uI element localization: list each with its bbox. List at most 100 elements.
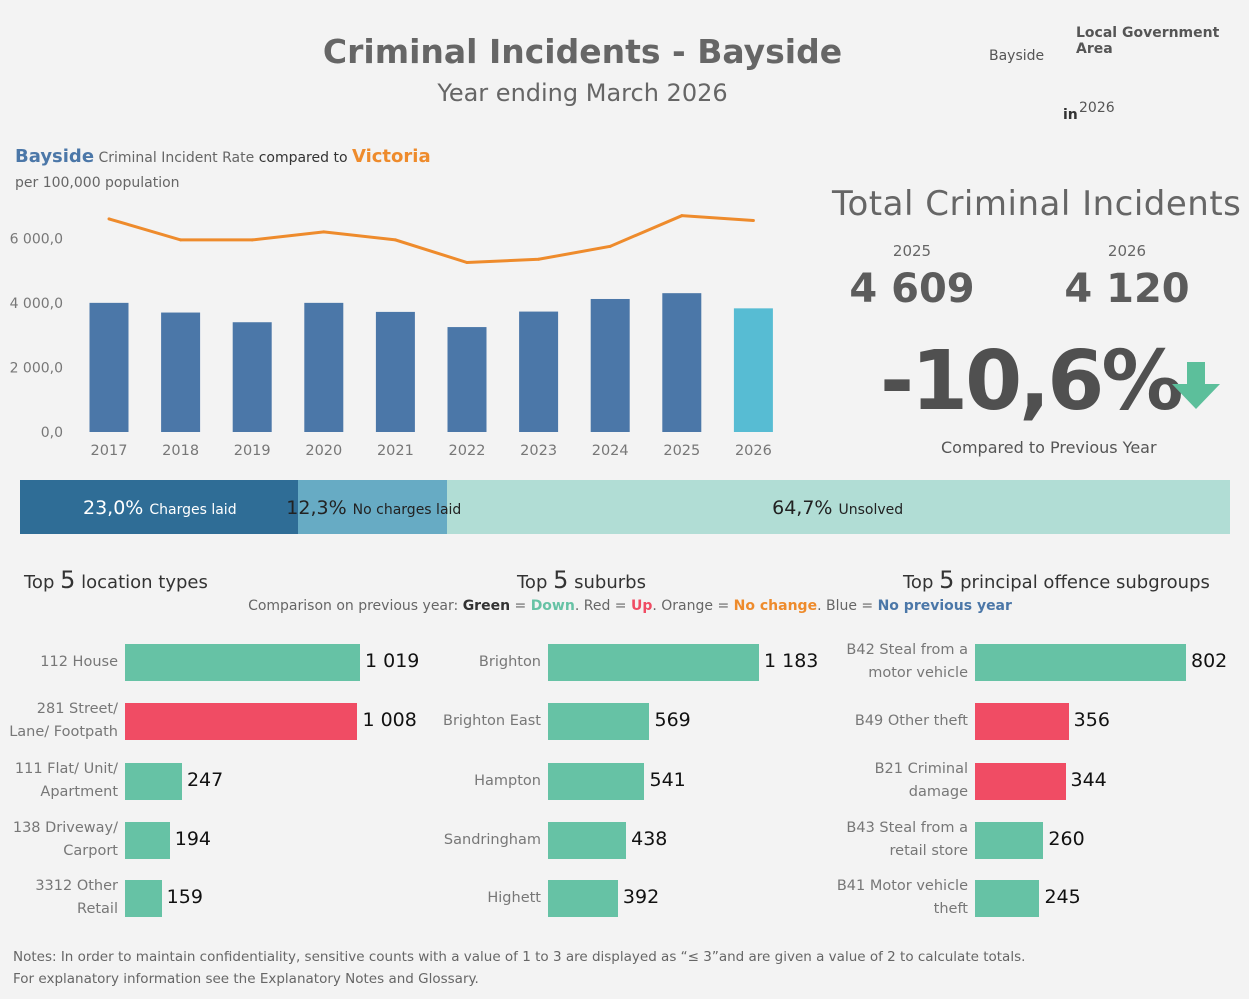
total-prev-value: 4 609 bbox=[849, 266, 975, 312]
rate-bar[interactable] bbox=[662, 293, 702, 432]
total-change-percent: -10,6% bbox=[880, 334, 1184, 429]
top5-bar[interactable] bbox=[975, 762, 1066, 800]
top5-bar[interactable] bbox=[125, 762, 182, 800]
bar-value-label: 438 bbox=[631, 828, 668, 850]
top5-bar[interactable] bbox=[125, 702, 358, 740]
footnote-line-1: Notes: In order to maintain confidential… bbox=[13, 949, 1026, 965]
top5-bar[interactable] bbox=[548, 702, 650, 740]
bar-category-line: Carport bbox=[63, 843, 118, 859]
victoria-rate-point[interactable] bbox=[537, 257, 541, 261]
rate-bar[interactable] bbox=[519, 311, 559, 432]
top-count: 5 bbox=[553, 566, 569, 594]
top5-bar[interactable] bbox=[975, 879, 1040, 917]
x-tick-label: 2023 bbox=[520, 443, 557, 459]
legend-prefix: Comparison on previous year: bbox=[248, 598, 459, 614]
y-tick-label: 4 000,0 bbox=[10, 296, 63, 312]
bar-value-label: 159 bbox=[166, 886, 203, 908]
outcome-segment[interactable]: 64,7% Unsolved bbox=[447, 480, 1230, 534]
legend-eq: = bbox=[717, 598, 730, 614]
victoria-rate-point[interactable] bbox=[322, 230, 326, 234]
bar-value-label: 344 bbox=[1070, 769, 1107, 791]
victoria-rate-point[interactable] bbox=[107, 217, 111, 221]
bar-category-line: B21 Criminal bbox=[874, 761, 968, 777]
bar-category-line: Lane/ Footpath bbox=[9, 724, 118, 740]
rate-bar[interactable] bbox=[733, 308, 773, 432]
page-subtitle: Year ending March 2026 bbox=[437, 79, 728, 107]
bar-value-label: 569 bbox=[654, 709, 691, 731]
bar-value-label: 541 bbox=[649, 769, 686, 791]
total-incidents-title: Total Criminal Incidents bbox=[832, 184, 1242, 224]
bar-category-label: B49 Other theft bbox=[855, 710, 968, 733]
x-tick-label: 2026 bbox=[735, 443, 772, 459]
legend-nochange: No change bbox=[733, 598, 818, 614]
top5-bar[interactable] bbox=[125, 821, 170, 859]
top5-bar[interactable] bbox=[975, 821, 1044, 859]
bar-category-line: B42 Steal from a bbox=[846, 642, 968, 658]
top5-bar[interactable] bbox=[548, 821, 627, 859]
x-tick-label: 2018 bbox=[162, 443, 199, 459]
outcome-percent: 23,0% bbox=[83, 497, 144, 519]
legend-eq: = bbox=[514, 598, 527, 614]
victoria-rate-point[interactable] bbox=[179, 238, 183, 242]
total-current-value: 4 120 bbox=[1064, 266, 1190, 312]
top5-bar[interactable] bbox=[548, 762, 645, 800]
rate-bar[interactable] bbox=[590, 298, 630, 432]
bar-category-line: B49 Other theft bbox=[854, 712, 968, 729]
top-count: 5 bbox=[939, 566, 955, 594]
top-word: Top bbox=[24, 572, 55, 593]
bar-value-label: 1 008 bbox=[362, 709, 417, 731]
legend-blue: Blue bbox=[825, 598, 857, 614]
bar-category-label: Brighton East bbox=[443, 710, 541, 733]
legend-eq: = bbox=[614, 598, 627, 614]
bar-value-label: 1 183 bbox=[764, 650, 819, 672]
victoria-rate-point[interactable] bbox=[465, 261, 469, 264]
top5-bar[interactable] bbox=[548, 879, 618, 917]
bar-value-label: 802 bbox=[1191, 650, 1228, 672]
rate-mid-text: Criminal Incident Rate bbox=[98, 150, 255, 166]
victoria-rate-point[interactable] bbox=[608, 244, 612, 248]
rate-comparison-name: Victoria bbox=[351, 146, 431, 167]
top-locations-label: location types bbox=[81, 572, 208, 593]
bar-category-line: Highett bbox=[487, 889, 541, 906]
y-tick-label: 0,0 bbox=[41, 425, 63, 441]
legend-green: Green bbox=[462, 598, 511, 614]
rate-bar[interactable] bbox=[89, 302, 129, 432]
outcome-stacked-bar: 23,0% Charges laid 12,3% No charges laid 64,… bbox=[20, 480, 1230, 534]
rate-bar[interactable] bbox=[447, 327, 487, 432]
bar-category-line: 111 Flat/ Unit/ bbox=[14, 761, 118, 777]
rate-bar[interactable] bbox=[304, 302, 344, 432]
bar-category-label: Brighton bbox=[479, 651, 541, 674]
rate-bar[interactable] bbox=[232, 322, 272, 432]
top5-bar[interactable] bbox=[125, 643, 360, 681]
top5-bar[interactable] bbox=[975, 643, 1186, 681]
year-filter-value[interactable]: 2026 bbox=[1079, 100, 1115, 116]
outcome-segment[interactable]: 12,3% No charges laid bbox=[286, 480, 461, 534]
top-word: Top bbox=[517, 572, 548, 593]
x-tick-label: 2020 bbox=[305, 443, 342, 459]
legend-eq: = bbox=[861, 598, 874, 614]
lga-filter-label: Local Government Area bbox=[1076, 25, 1220, 57]
outcome-segment[interactable]: 23,0% Charges laid bbox=[20, 480, 299, 534]
bar-category-line: Brighton bbox=[478, 653, 541, 670]
bar-category-label: 112 House bbox=[40, 651, 118, 674]
top-word: Top bbox=[903, 572, 934, 593]
victoria-rate-point[interactable] bbox=[393, 238, 397, 242]
lga-filter-value[interactable]: Bayside bbox=[989, 48, 1045, 64]
rate-bar[interactable] bbox=[161, 312, 201, 432]
victoria-rate-point[interactable] bbox=[751, 219, 755, 223]
y-tick-label: 2 000,0 bbox=[10, 360, 63, 376]
top5-bar[interactable] bbox=[125, 879, 162, 917]
bar-category-line: retail store bbox=[889, 843, 968, 859]
victoria-rate-line[interactable] bbox=[108, 214, 754, 265]
victoria-rate-point[interactable] bbox=[680, 214, 684, 218]
top-count: 5 bbox=[60, 566, 76, 594]
comparison-legend: Comparison on previous year: Green = Dow… bbox=[248, 598, 1012, 614]
top5-bar[interactable] bbox=[975, 702, 1069, 740]
victoria-rate-point[interactable] bbox=[250, 238, 254, 242]
bar-value-label: 245 bbox=[1044, 886, 1081, 908]
top-suburbs-title: Top 5 suburbs bbox=[517, 566, 646, 594]
top5-bar[interactable] bbox=[548, 643, 759, 681]
top-locations-title: Top 5 location types bbox=[24, 566, 208, 594]
y-tick-label: 6 000,0 bbox=[10, 231, 63, 247]
rate-bar[interactable] bbox=[375, 311, 415, 432]
